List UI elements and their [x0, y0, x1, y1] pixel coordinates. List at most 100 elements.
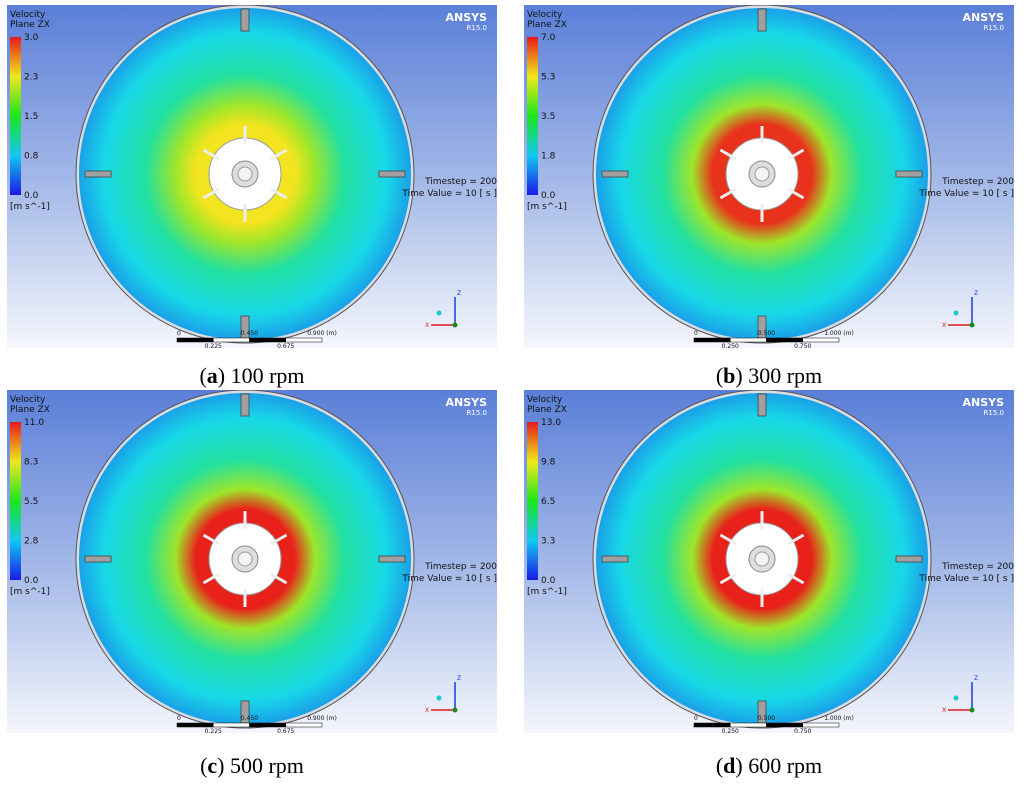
- version: R15.0: [984, 409, 1004, 417]
- axis-label: X: [942, 707, 946, 714]
- shaft-inner: [237, 551, 253, 567]
- timestep: Timestep = 200: [424, 562, 497, 572]
- impeller-blade: [719, 187, 737, 200]
- time-value: Time Value = 10 [ s ]: [401, 574, 497, 584]
- baffle: [240, 8, 250, 32]
- legend-unit: [m s^-1]: [527, 587, 567, 597]
- caption: (c) 500 rpm: [7, 753, 497, 779]
- caption-text: ) 500 rpm: [217, 753, 304, 778]
- caption: (a) 100 rpm: [7, 363, 497, 389]
- impeller-blade: [719, 533, 737, 546]
- scale-label: 0: [694, 330, 698, 337]
- impeller-blade: [787, 148, 805, 161]
- legend-tick: 11.0: [24, 418, 44, 428]
- legend-title: Plane ZX: [527, 20, 567, 30]
- impeller-blade: [787, 187, 805, 200]
- axis-origin: [452, 322, 458, 328]
- time-value: Time Value = 10 [ s ]: [918, 574, 1014, 584]
- legend-tick: 3.5: [541, 112, 555, 122]
- scale-label: 0.225: [205, 728, 222, 733]
- scale-label: 0.500: [758, 715, 775, 722]
- legend-unit: [m s^-1]: [10, 587, 50, 597]
- impeller-blade: [270, 533, 288, 546]
- legend-tick: 0.0: [541, 576, 556, 586]
- shaft-inner: [237, 166, 253, 182]
- legend-tick: 5.5: [24, 497, 38, 507]
- baffle: [895, 555, 923, 563]
- baffle: [378, 170, 406, 178]
- caption-text: ) 600 rpm: [735, 753, 823, 778]
- caption: (b) 300 rpm: [524, 363, 1014, 389]
- impeller-blade: [719, 148, 737, 161]
- version: R15.0: [467, 409, 487, 417]
- scale-segment: [730, 337, 767, 343]
- color-bar: [527, 37, 538, 195]
- impeller-blade: [719, 572, 737, 585]
- impeller-blade: [202, 187, 220, 200]
- axis-label: Z: [974, 290, 978, 297]
- scale-segment: [213, 337, 250, 343]
- legend-tick: 0.0: [24, 576, 39, 586]
- version: R15.0: [984, 24, 1004, 32]
- caption-letter: b: [723, 363, 736, 388]
- legend-title: Velocity: [527, 10, 563, 20]
- brand: ANSYS: [962, 11, 1004, 24]
- baffle: [378, 555, 406, 563]
- legend-tick: 0.0: [24, 191, 39, 201]
- legend-title: Velocity: [10, 395, 46, 405]
- legend-title: Plane ZX: [527, 405, 567, 415]
- impeller-blade: [787, 533, 805, 546]
- scale-segment: [766, 722, 803, 728]
- legend-title: Plane ZX: [10, 405, 50, 415]
- scale-segment: [176, 337, 214, 343]
- legend-tick: 0.0: [541, 191, 556, 201]
- time-value: Time Value = 10 [ s ]: [918, 189, 1014, 199]
- axis-origin: [969, 322, 975, 328]
- baffle: [84, 555, 112, 563]
- impeller-blade: [270, 148, 288, 161]
- scale-label: 0.250: [722, 728, 739, 733]
- axis-label: X: [425, 322, 429, 329]
- baffle: [84, 170, 112, 178]
- scale-label: 0: [177, 715, 181, 722]
- brand: ANSYS: [445, 11, 487, 24]
- axis-dot: [953, 310, 959, 316]
- legend-tick: 5.3: [541, 73, 555, 83]
- scale-segment: [176, 722, 214, 728]
- baffle: [895, 170, 923, 178]
- color-bar: [527, 422, 538, 580]
- legend-unit: [m s^-1]: [10, 202, 50, 212]
- caption-open: (: [200, 753, 208, 778]
- scale-segment: [249, 722, 286, 728]
- scale-segment: [213, 722, 250, 728]
- caption-letter: a: [206, 363, 218, 388]
- scale-label: 0.450: [241, 330, 258, 337]
- axis-origin: [969, 707, 975, 713]
- axis-dot: [953, 695, 959, 701]
- scale-segment: [285, 722, 323, 728]
- axis-label: X: [942, 322, 946, 329]
- baffle: [757, 8, 767, 32]
- scale-segment: [249, 337, 286, 343]
- time-value: Time Value = 10 [ s ]: [401, 189, 497, 199]
- timestep: Timestep = 200: [941, 562, 1014, 572]
- scale-segment: [766, 337, 803, 343]
- caption-letter: d: [723, 753, 736, 778]
- legend-tick: 1.8: [541, 152, 556, 162]
- axis-label: X: [425, 707, 429, 714]
- axis-label: Z: [974, 675, 978, 682]
- scale-label: 0: [177, 330, 181, 337]
- legend-tick: 7.0: [541, 33, 556, 43]
- legend-tick: 1.5: [24, 112, 38, 122]
- legend-tick: 6.5: [541, 497, 555, 507]
- caption-text: ) 300 rpm: [735, 363, 823, 388]
- caption: (d) 600 rpm: [524, 753, 1014, 779]
- scale-label: 0.750: [794, 728, 811, 733]
- legend-tick: 3.0: [24, 33, 39, 43]
- legend-tick: 3.3: [541, 537, 555, 547]
- caption-open: (: [199, 363, 207, 388]
- axis-label: Z: [457, 675, 461, 682]
